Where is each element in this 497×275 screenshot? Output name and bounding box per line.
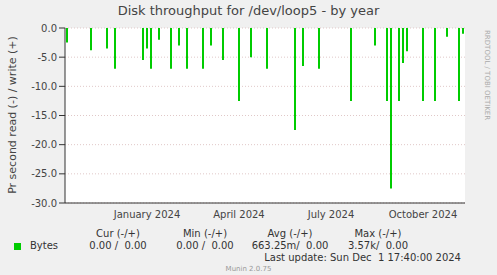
svg-text:January 2024: January 2024	[113, 209, 181, 220]
html-text:Max (-/+): Max (-/+)	[354, 228, 402, 239]
svg-text:-5.0: -5.0	[37, 52, 57, 63]
html-text:663.25m/ 0.00: 663.25m/ 0.00	[251, 240, 329, 251]
html-text:Last update: Sun Dec 1 17:40:0: Last update: Sun Dec 1 17:40:00 2024	[264, 252, 461, 263]
svg-text:-30.0: -30.0	[31, 198, 57, 209]
html-text:3.57k/ 0.00: 3.57k/ 0.00	[348, 240, 408, 251]
html-text:Avg (-/+): Avg (-/+)	[267, 228, 313, 239]
html-text:0.00 / 0.00: 0.00 / 0.00	[176, 240, 234, 251]
html-text:0.00 / 0.00: 0.00 / 0.00	[89, 240, 147, 251]
html-text:Cur (-/+): Cur (-/+)	[96, 228, 140, 239]
html-text:Disk throughput for /dev/loop5: Disk throughput for /dev/loop5 - by year	[117, 3, 380, 18]
svg-text:-15.0: -15.0	[31, 110, 57, 121]
html-text:Munin 2.0.75: Munin 2.0.75	[225, 265, 272, 273]
svg-text:October 2024: October 2024	[389, 209, 458, 220]
svg-text:-20.0: -20.0	[31, 139, 57, 150]
html-text:RRDTOOL / TOBI OETIKER: RRDTOOL / TOBI OETIKER	[483, 30, 491, 121]
svg-text:-25.0: -25.0	[31, 168, 57, 179]
html-text:Pr second read (-) / write (+): Pr second read (-) / write (+)	[5, 36, 19, 194]
html-text:Bytes: Bytes	[30, 240, 59, 251]
svg-text:0.0: 0.0	[41, 23, 57, 34]
svg-text:-10.0: -10.0	[31, 81, 57, 92]
svg-text:April 2024: April 2024	[213, 209, 264, 220]
html-text:Min (-/+): Min (-/+)	[183, 228, 227, 239]
svg-text:July 2024: July 2024	[307, 209, 355, 220]
